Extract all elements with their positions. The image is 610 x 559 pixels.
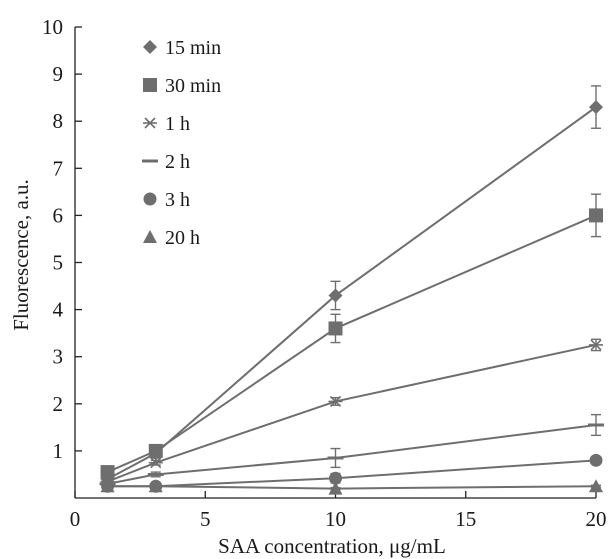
marker-stroke	[590, 339, 602, 351]
legend-marker-diamond	[143, 40, 157, 54]
data-point	[589, 479, 603, 493]
legend-item: 3 h	[143, 189, 190, 211]
series-2-h	[99, 413, 604, 486]
legend-label: 30 min	[165, 75, 221, 97]
legend-item: 2 h	[142, 151, 190, 173]
legend-label: 20 h	[165, 227, 200, 249]
y-tick-label: 7	[53, 156, 64, 180]
series-line	[107, 214, 597, 474]
series-20-h	[100, 479, 603, 495]
data-point	[328, 395, 343, 408]
legend-label: 1 h	[165, 113, 190, 135]
data-point	[148, 443, 163, 458]
data-point	[328, 481, 343, 495]
y-tick-label: 4	[53, 298, 64, 322]
x-tick-label: 15	[455, 507, 476, 531]
y-axis-title: Fluorescence, a.u.	[9, 179, 33, 331]
x-tick-label: 10	[325, 507, 346, 531]
series-line	[107, 424, 597, 485]
series-line	[107, 343, 597, 483]
legend-item: 20 h	[143, 227, 200, 249]
data-point	[100, 479, 115, 493]
legend-label: 15 min	[165, 37, 221, 59]
data-point	[589, 339, 603, 351]
legend-marker-star	[143, 117, 157, 129]
y-tick-label: 6	[53, 203, 64, 227]
series-line	[107, 106, 597, 481]
y-tick-label: 1	[53, 439, 64, 463]
x-tick-label: 5	[200, 507, 211, 531]
legend-item: 30 min	[143, 75, 221, 97]
legend-marker-square	[143, 78, 157, 92]
data-point	[148, 479, 163, 493]
data-point	[329, 471, 342, 485]
marker-stroke	[144, 117, 156, 129]
data-point	[328, 321, 343, 336]
data-point	[148, 457, 163, 469]
legend-marker-circle	[143, 192, 157, 206]
legend: 15 min 30 min 1 h 2 h 3 h 20 h	[142, 37, 221, 249]
y-tick-label: 9	[53, 62, 64, 86]
y-tick-label: 5	[53, 251, 64, 275]
y-tick-label: 10	[42, 15, 63, 39]
data-point	[100, 465, 115, 480]
series-line	[107, 459, 597, 488]
plot-area: 1 2 3 4 5 6 7 8 9 10 0 5 10 15 20	[42, 15, 607, 531]
x-tick-label: 0	[70, 507, 81, 531]
data-point	[589, 453, 603, 467]
series-15-min	[100, 85, 603, 487]
legend-marker-triangle	[143, 230, 157, 243]
y-tick-label: 8	[53, 109, 64, 133]
data-point	[328, 288, 343, 303]
x-tick-label: 20	[586, 507, 607, 531]
x-axis-title: SAA concentration, μg/mL	[218, 534, 446, 558]
series-30-min	[100, 193, 603, 480]
series-line	[107, 485, 597, 490]
legend-item: 15 min	[143, 37, 221, 59]
y-tick-label: 2	[53, 392, 64, 416]
y-tick-label: 3	[53, 345, 64, 369]
marker-stroke	[329, 395, 342, 408]
data-point	[589, 100, 603, 115]
legend-label: 2 h	[165, 151, 190, 173]
data-point	[589, 208, 603, 223]
marker-stroke	[150, 457, 162, 469]
legend-label: 3 h	[165, 189, 190, 211]
legend-item: 1 h	[143, 113, 190, 135]
